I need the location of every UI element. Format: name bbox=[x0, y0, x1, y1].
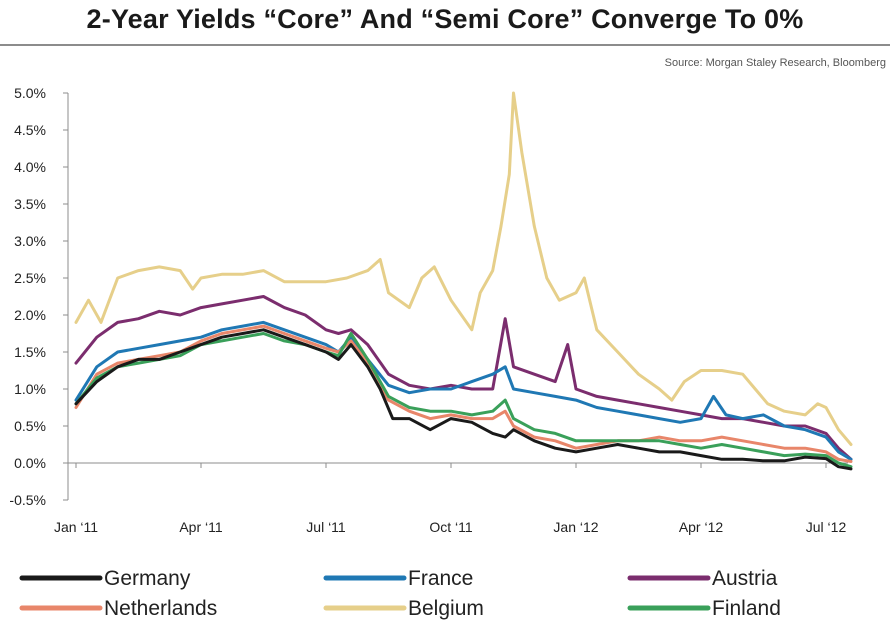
series-line-austria bbox=[74, 295, 853, 461]
y-tick-label: 2.0% bbox=[14, 307, 46, 323]
series-line-belgium bbox=[74, 91, 853, 446]
x-tick-label: Jan ‘12 bbox=[553, 519, 598, 535]
x-tick-label: Oct ‘11 bbox=[429, 519, 473, 535]
x-tick-label: Apr ‘12 bbox=[679, 519, 724, 535]
chart-title: 2-Year Yields “Core” And “Semi Core” Con… bbox=[86, 4, 804, 34]
source-note: Source: Morgan Staley Research, Bloomber… bbox=[664, 57, 886, 69]
series-line-netherlands bbox=[74, 324, 853, 463]
series-line-finland bbox=[74, 332, 853, 469]
legend-label-austria: Austria bbox=[712, 567, 778, 590]
legend-label-belgium: Belgium bbox=[408, 597, 484, 620]
legend-label-france: France bbox=[408, 567, 473, 590]
series-line-germany bbox=[74, 328, 853, 471]
x-axis-ticks: Jan ‘11 Apr ‘11 Jul ‘11 Oct ‘11 Jan ‘12 Apr ‘… bbox=[54, 463, 847, 535]
y-tick-label: 4.5% bbox=[14, 122, 46, 138]
y-tick-label: 0.0% bbox=[14, 455, 46, 471]
y-tick-label: 1.5% bbox=[14, 344, 46, 360]
y-tick-label: 3.0% bbox=[14, 233, 46, 249]
x-tick-label: Jul ‘12 bbox=[806, 519, 847, 535]
y-tick-label: 5.0% bbox=[14, 85, 46, 101]
y-tick-label: 2.5% bbox=[14, 270, 46, 286]
y-tick-label: 1.0% bbox=[14, 381, 46, 397]
legend: Germany France Austria Netherlands Belgium Fi… bbox=[19, 567, 781, 620]
x-tick-label: Jul ‘11 bbox=[306, 519, 346, 535]
series-lines bbox=[74, 91, 853, 471]
x-tick-label: Apr ‘11 bbox=[179, 519, 223, 535]
legend-label-netherlands: Netherlands bbox=[104, 597, 217, 620]
y-tick-label: 0.5% bbox=[14, 418, 46, 434]
chart-axes bbox=[67, 93, 848, 500]
y-tick-label: 4.0% bbox=[14, 159, 46, 175]
y-tick-label: -0.5% bbox=[9, 492, 46, 508]
legend-label-germany: Germany bbox=[104, 567, 191, 590]
y-axis-ticks: 5.0% 4.5% 4.0% 3.5% 3.0% 2.5% 2.0% 1.5% 1.0% 0.5%… bbox=[9, 85, 68, 508]
legend-label-finland: Finland bbox=[712, 597, 781, 620]
y-tick-label: 3.5% bbox=[14, 196, 46, 212]
title-divider bbox=[0, 44, 890, 46]
x-tick-label: Jan ‘11 bbox=[54, 519, 98, 535]
series-line-france bbox=[74, 320, 853, 461]
